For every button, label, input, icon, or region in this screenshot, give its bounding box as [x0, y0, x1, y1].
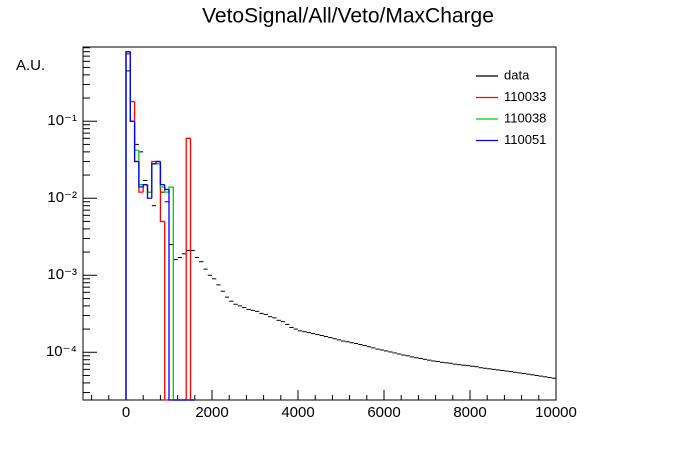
histogram-bin [164, 221, 169, 401]
histogram-bin [151, 163, 157, 199]
legend: data 110033 110038 110051 [476, 67, 546, 147]
y-tick-label: 10⁻¹ [47, 112, 77, 129]
histogram-bin [159, 161, 165, 186]
histogram-bin [138, 161, 144, 188]
y-tick-label: 10⁻⁴ [46, 343, 77, 360]
legend-label: 110033 [504, 89, 546, 104]
plot-frame [82, 46, 557, 401]
histogram-bin [168, 189, 174, 401]
histogram-bin [185, 137, 191, 400]
histogram-bin [172, 186, 178, 401]
legend-label: 110038 [504, 110, 546, 125]
x-tick-label: 8000 [453, 404, 486, 421]
histogram-bin [155, 160, 161, 164]
x-tick-label: 10000 [535, 404, 577, 421]
histogram-bin [133, 121, 139, 163]
x-tick-label: 2000 [195, 404, 228, 421]
chart-title: VetoSignal/All/Veto/MaxCharge [202, 5, 494, 28]
x-tick-label: 6000 [367, 404, 400, 421]
histogram-bin [164, 184, 169, 191]
legend-label: 110051 [504, 132, 546, 147]
histogram-bin [129, 51, 135, 122]
y-axis-label: A.U. [16, 57, 45, 74]
y-tick-label: 10⁻³ [47, 266, 77, 283]
histogram-bin [146, 184, 152, 199]
y-tick-label: 10⁻² [47, 189, 77, 206]
histogram-bin [142, 184, 148, 187]
x-tick-label: 0 [122, 404, 130, 421]
histogram-bin [125, 51, 131, 400]
x-tick-label: 4000 [281, 404, 314, 421]
histogram-bin [189, 138, 195, 401]
legend-label: data [504, 67, 530, 82]
